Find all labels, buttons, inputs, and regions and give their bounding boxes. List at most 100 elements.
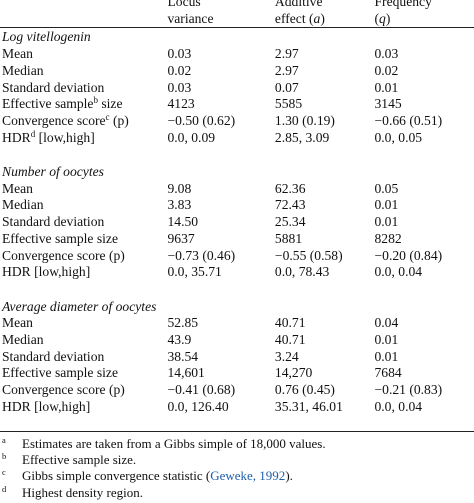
row-label-suffix: size [97,96,123,112]
row-label: Mean [0,46,167,63]
cell-additive-effect: 1.30 (0.19) [274,112,335,128]
header-locus-line2: variance [167,10,214,26]
row-label-text: Standard deviation [2,348,105,364]
row-label-text: Convergence score (p) [2,247,125,263]
row-label: Convergence score (p) [0,382,167,399]
cell-additive-effect: 3.24 [274,348,299,364]
gap-cell [0,146,474,163]
header-frequency: Frequency (q) [374,0,474,28]
footnote-ref: c [105,111,110,122]
row-label: Median [0,63,167,80]
row-label-text: Standard deviation [2,79,105,95]
cell-frequency: 8282 [374,230,402,246]
footnote-text: Gibbs simple convergence statistic ( [22,468,211,484]
row-label-text: Median [2,62,44,78]
cell-additive-effect: 62.36 [274,180,306,196]
row-label-text: HDR [low,high] [2,398,91,414]
table-row: Mean 52.85 40.71 0.04 [0,315,474,332]
cell-locus-variance: 38.54 [167,348,199,364]
header-frequency-symbol: q [379,10,386,26]
cell-additive-effect: 0.07 [274,79,299,95]
section-title: Number of oocytes [2,164,104,180]
cell-frequency: 0.03 [374,46,399,62]
header-additive-line1: Additive [274,0,323,9]
header-additive-prefix: effect ( [274,10,314,26]
row-label: Median [0,197,167,214]
row-label: Effective sample size [0,231,167,248]
row-label-text: Convergence score [2,112,106,128]
cell-frequency: 0.0, 0.04 [374,398,423,414]
footnotes: a Estimates are taken from a Gibbs simple… [0,436,326,501]
cell-locus-variance: 52.85 [167,315,199,331]
cell-locus-variance: −0.41 (0.68) [167,382,236,398]
row-label: Standard deviation [0,214,167,231]
header-empty [0,0,167,28]
table-row: Standard deviation 38.54 3.24 0.01 [0,349,474,366]
header-additive-effect: Additive effect (a) [275,0,375,28]
table-row: Standard deviation 14.50 25.34 0.01 [0,214,474,231]
cell-frequency: 0.04 [374,315,399,331]
gap-cell [0,281,474,298]
cell-locus-variance: −0.73 (0.46) [167,247,236,263]
cell-additive-effect: 0.0, 78.43 [274,264,330,280]
cell-locus-variance: 9.08 [167,180,192,196]
row-label: Effective sampleb size [0,96,167,113]
table-row: Convergence score (p) −0.73 (0.46) −0.55 (… [0,248,474,265]
cell-frequency: 0.0, 0.05 [374,129,423,145]
row-label-suffix: (p) [109,112,129,128]
row-label-text: Effective sample [2,96,94,112]
header-locus-line1: Locus [167,0,201,9]
cell-locus-variance: 14,601 [167,365,205,381]
row-label-text: Effective sample size [2,365,118,381]
table-row: Convergence scorec (p) −0.50 (0.62) 1.30 (… [0,111,474,130]
table-row: Effective sample size 14,601 14,270 7684 [0,365,474,382]
section-title-row: Average diameter of oocytes [0,298,474,316]
cell-additive-effect: 35.31, 46.01 [274,398,343,414]
table-row: Effective sample size 9637 5881 8282 [0,231,474,248]
section-title: Log vitellogenin [0,27,474,47]
cell-locus-variance: 0.0, 126.40 [167,398,229,414]
section-gap [0,281,474,298]
row-label-text: Effective sample size [2,230,118,246]
cell-locus-variance: 0.03 [167,79,192,95]
footnote-a: a Estimates are taken from a Gibbs simple… [2,435,326,451]
cell-locus-variance: 3.83 [167,197,192,213]
cell-additive-effect: 40.71 [274,315,306,331]
cell-additive-effect: 2.85, 3.09 [274,129,330,145]
header-locus-variance: Locus variance [167,0,274,28]
header-row: Locus variance Additive effect (a) Frequen… [0,0,474,28]
row-label-text: Convergence score (p) [2,382,125,398]
cell-frequency: −0.21 (0.83) [374,382,443,398]
cell-additive-effect: −0.55 (0.58) [274,247,343,263]
table-row: Mean 9.08 62.36 0.05 [0,181,474,198]
cell-frequency: 0.01 [374,197,399,213]
table-row: Median 43.9 40.71 0.01 [0,332,474,349]
cell-locus-variance: 14.50 [167,214,199,230]
table-row: Convergence score (p) −0.41 (0.68) 0.76 (0… [0,382,474,399]
row-label: Convergence score (p) [0,248,167,265]
cell-additive-effect: 25.34 [274,214,306,230]
row-label-text: Mean [2,180,33,196]
row-label-text: Mean [2,46,33,62]
cell-frequency: 0.02 [374,62,399,78]
cell-locus-variance: 4123 [167,96,195,112]
section-title-row: Number of oocytes [0,163,474,181]
cell-additive-effect: 5585 [274,96,303,112]
cell-additive-effect: 72.43 [274,197,306,213]
row-label: Effective sample size [0,365,167,382]
row-label: Standard deviation [0,349,167,366]
table-row: HDR [low,high] 0.0, 126.40 35.31, 46.01 0.0… [0,399,474,416]
row-label: HDR [low,high] [0,399,167,416]
cell-additive-effect: 2.97 [274,62,299,78]
footnote-text: Estimates are taken from a Gibbs simple … [22,436,326,451]
table-row: Median 0.02 2.97 0.02 [0,63,474,80]
cell-frequency: −0.20 (0.84) [374,247,443,263]
citation-link[interactable]: Geweke, 1992 [210,468,286,484]
cell-frequency: 0.0, 0.04 [374,264,423,280]
section-title: Average diameter of oocytes [2,298,157,314]
results-table: Locus variance Additive effect (a) Frequen… [0,0,474,416]
section-gap [0,146,474,163]
row-label: HDRd [low,high] [0,129,167,147]
cell-frequency: 7684 [374,365,402,381]
